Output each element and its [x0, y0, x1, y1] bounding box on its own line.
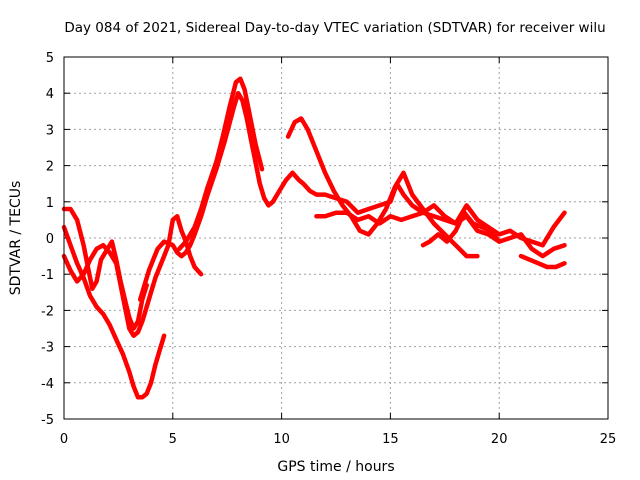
y-tick-label: -2: [41, 304, 54, 319]
series-line-track-6: [288, 119, 477, 257]
y-tick-label: 1: [46, 196, 54, 211]
x-tick-label: 15: [382, 432, 399, 447]
y-tick-label: 5: [46, 51, 54, 66]
series-line-track-3: [64, 216, 201, 335]
y-tick-label: -1: [41, 268, 54, 283]
y-tick-label: -3: [41, 341, 54, 356]
y-axis-label: SDTVAR / TECUs: [8, 181, 24, 296]
y-tick-label: -4: [41, 377, 54, 392]
x-tick-label: 25: [600, 432, 617, 447]
x-axis-label: GPS time / hours: [277, 459, 394, 475]
y-tick-label: 2: [46, 160, 54, 175]
series-line-track-5: [179, 79, 262, 249]
chart-title: Day 084 of 2021, Sidereal Day-to-day VTE…: [64, 20, 605, 36]
x-tick-label: 20: [491, 432, 508, 447]
chart: Day 084 of 2021, Sidereal Day-to-day VTE…: [0, 0, 640, 480]
y-tick-label: 3: [46, 123, 54, 138]
y-tick-label: 4: [46, 87, 54, 102]
y-tick-label: 0: [46, 232, 54, 247]
x-tick-label: 10: [273, 432, 290, 447]
y-tick-label: -5: [41, 413, 54, 428]
x-tick-label: 5: [169, 432, 177, 447]
x-tick-label: 0: [60, 432, 68, 447]
